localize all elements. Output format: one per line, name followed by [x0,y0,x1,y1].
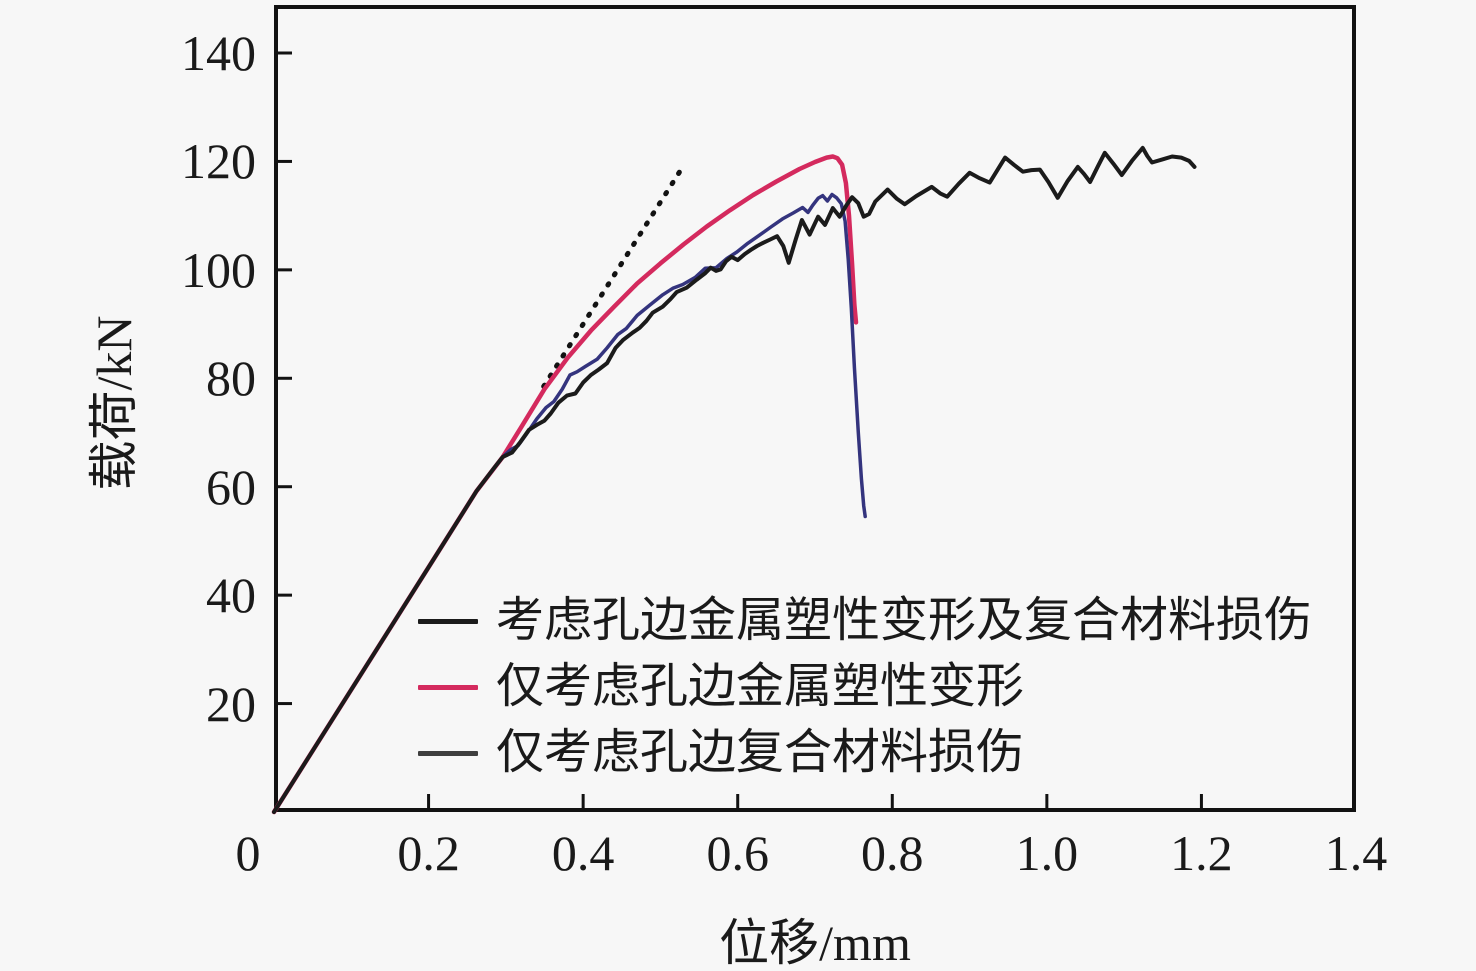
legend: 考虑孔边金属塑性变形及复合材料损伤 仅考虑孔边金属塑性变形 仅考虑孔边复合材料损… [418,588,1312,786]
x-tick-label: 0.4 [551,825,615,881]
x-axis-title: 位移/mm [719,915,911,971]
y-axis-title: 载荷/kN [86,315,142,491]
legend-item: 考虑孔边金属塑性变形及复合材料损伤 [418,588,1312,654]
x-tick-label: 1.4 [1324,825,1388,881]
y-tick-label: 80 [206,350,256,407]
x-tick-label: 0.6 [706,825,769,881]
legend-item: 仅考虑孔边复合材料损伤 [418,720,1312,786]
legend-swatch [418,684,478,690]
tangent-dotted-line [541,165,685,389]
x-tick-label: 0.2 [397,825,460,881]
legend-item: 仅考虑孔边金属塑性变形 [418,654,1312,720]
y-tick-label: 140 [181,25,256,81]
legend-label: 考虑孔边金属塑性变形及复合材料损伤 [496,594,1313,647]
legend-swatch [418,618,478,624]
x-tick-label: 0.8 [861,825,924,881]
legend-label: 仅考虑孔边复合材料损伤 [496,726,1025,779]
series-line [272,145,1197,814]
x-tick-label: 1.0 [1015,825,1079,881]
y-tick-label: 20 [206,675,256,732]
x-tick-label: 0 [235,825,261,881]
plot-frame [274,5,1356,812]
x-tick-label: 1.2 [1170,825,1233,881]
y-tick-label: 60 [206,458,256,515]
y-tick-label: 120 [181,133,256,190]
legend-swatch [418,750,478,756]
y-tick-label: 100 [181,241,256,298]
legend-label: 仅考虑孔边金属塑性变形 [496,660,1025,713]
y-tick-label: 40 [206,567,256,624]
